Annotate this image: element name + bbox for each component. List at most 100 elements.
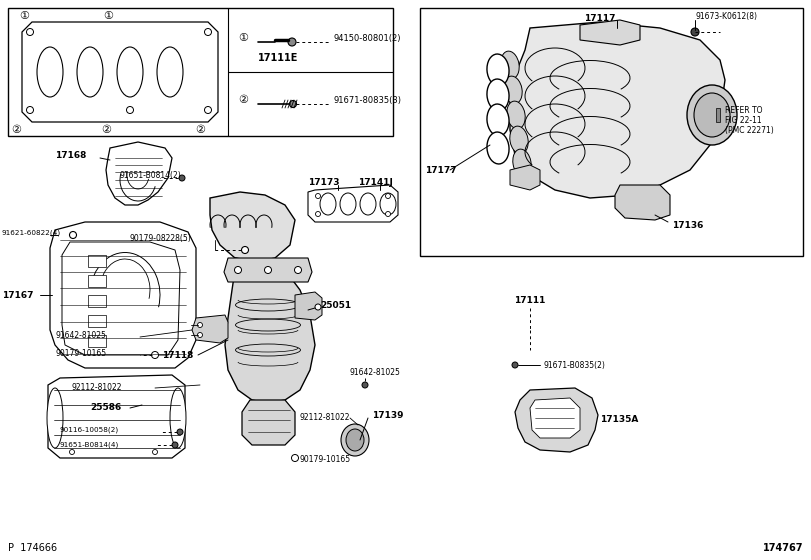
Text: 92112-81022: 92112-81022 (72, 384, 122, 393)
Polygon shape (510, 22, 725, 198)
Circle shape (385, 194, 391, 198)
Circle shape (179, 175, 185, 181)
Text: 17167: 17167 (2, 291, 33, 300)
Text: 17135A: 17135A (600, 416, 638, 424)
Circle shape (290, 100, 297, 108)
Ellipse shape (346, 429, 364, 451)
Polygon shape (50, 222, 196, 368)
Circle shape (204, 29, 212, 35)
Ellipse shape (117, 47, 143, 97)
Text: 17136: 17136 (672, 221, 703, 230)
Polygon shape (225, 258, 315, 403)
Circle shape (70, 450, 75, 455)
Text: 25586: 25586 (90, 404, 122, 413)
Polygon shape (530, 398, 580, 438)
Polygon shape (242, 400, 295, 445)
Text: 91671-80835(3): 91671-80835(3) (334, 96, 402, 105)
Circle shape (70, 231, 76, 239)
Text: REFER TO: REFER TO (725, 105, 762, 114)
Polygon shape (615, 185, 670, 220)
Bar (420, 8, 803, 256)
Text: 17117: 17117 (584, 13, 616, 22)
Text: 90179-10165: 90179-10165 (55, 348, 106, 357)
Circle shape (288, 38, 296, 46)
Text: 174767: 174767 (762, 543, 803, 553)
Text: 17111: 17111 (514, 296, 546, 305)
Text: ①: ① (19, 11, 29, 21)
Circle shape (291, 455, 298, 461)
Text: 91651-B0814(2): 91651-B0814(2) (120, 170, 182, 180)
Circle shape (264, 267, 272, 273)
Ellipse shape (320, 193, 336, 215)
Bar (88, 275, 106, 287)
Ellipse shape (47, 388, 63, 448)
Ellipse shape (157, 47, 183, 97)
Text: 17168: 17168 (55, 151, 87, 160)
Ellipse shape (77, 47, 103, 97)
Text: ②: ② (195, 125, 205, 135)
Polygon shape (295, 292, 322, 320)
Circle shape (691, 28, 699, 36)
Ellipse shape (487, 104, 509, 136)
Text: 17177: 17177 (425, 166, 457, 175)
Text: 90179-08228(5): 90179-08228(5) (130, 234, 191, 242)
Circle shape (204, 106, 212, 114)
Polygon shape (580, 20, 640, 45)
Polygon shape (716, 108, 720, 122)
Circle shape (242, 246, 248, 254)
Bar (88, 255, 106, 267)
Ellipse shape (487, 79, 509, 111)
Text: ②: ② (101, 125, 111, 135)
Ellipse shape (694, 93, 730, 137)
Text: ①: ① (238, 33, 248, 43)
Text: 17141J: 17141J (358, 178, 393, 186)
Circle shape (127, 106, 134, 114)
Circle shape (315, 212, 320, 217)
Polygon shape (515, 388, 598, 452)
Ellipse shape (504, 76, 522, 104)
Polygon shape (22, 22, 218, 122)
Circle shape (315, 304, 321, 310)
Text: ②: ② (238, 95, 248, 105)
Circle shape (27, 29, 33, 35)
Circle shape (385, 212, 391, 217)
Text: 17173: 17173 (308, 178, 340, 186)
Bar (8, 8, 393, 136)
Text: P  174666: P 174666 (8, 543, 57, 553)
Circle shape (294, 267, 302, 273)
Text: 94150-80801(2): 94150-80801(2) (334, 34, 401, 43)
Ellipse shape (687, 85, 737, 145)
Ellipse shape (507, 101, 526, 129)
Ellipse shape (340, 193, 356, 215)
Ellipse shape (501, 51, 519, 79)
Circle shape (27, 106, 33, 114)
Ellipse shape (513, 149, 531, 177)
Circle shape (198, 333, 203, 338)
Text: 25051: 25051 (320, 301, 351, 310)
Text: FIG 22-11: FIG 22-11 (725, 115, 762, 124)
Polygon shape (106, 142, 172, 205)
Text: 91621-60822(4): 91621-60822(4) (2, 230, 61, 236)
Text: 91671-B0835(2): 91671-B0835(2) (543, 361, 605, 370)
Ellipse shape (170, 388, 186, 448)
Text: (PMC 22271): (PMC 22271) (725, 125, 774, 134)
Polygon shape (224, 258, 312, 282)
Text: 91673-K0612(8): 91673-K0612(8) (695, 12, 757, 21)
Text: 17139: 17139 (372, 410, 404, 419)
Text: ②: ② (11, 125, 21, 135)
Text: 92112-81022: 92112-81022 (300, 413, 350, 422)
Polygon shape (192, 315, 228, 343)
Ellipse shape (341, 424, 369, 456)
Polygon shape (510, 165, 540, 190)
Text: 17118: 17118 (162, 351, 193, 360)
Circle shape (362, 382, 368, 388)
Text: 91642-81025: 91642-81025 (350, 367, 401, 376)
Ellipse shape (487, 132, 509, 164)
Circle shape (512, 362, 518, 368)
Bar (88, 315, 106, 327)
Text: ①: ① (103, 11, 113, 21)
Ellipse shape (510, 126, 528, 154)
Text: 91651-B0814(4): 91651-B0814(4) (60, 442, 119, 448)
Polygon shape (308, 185, 398, 222)
Text: 90179-10165: 90179-10165 (300, 455, 351, 464)
